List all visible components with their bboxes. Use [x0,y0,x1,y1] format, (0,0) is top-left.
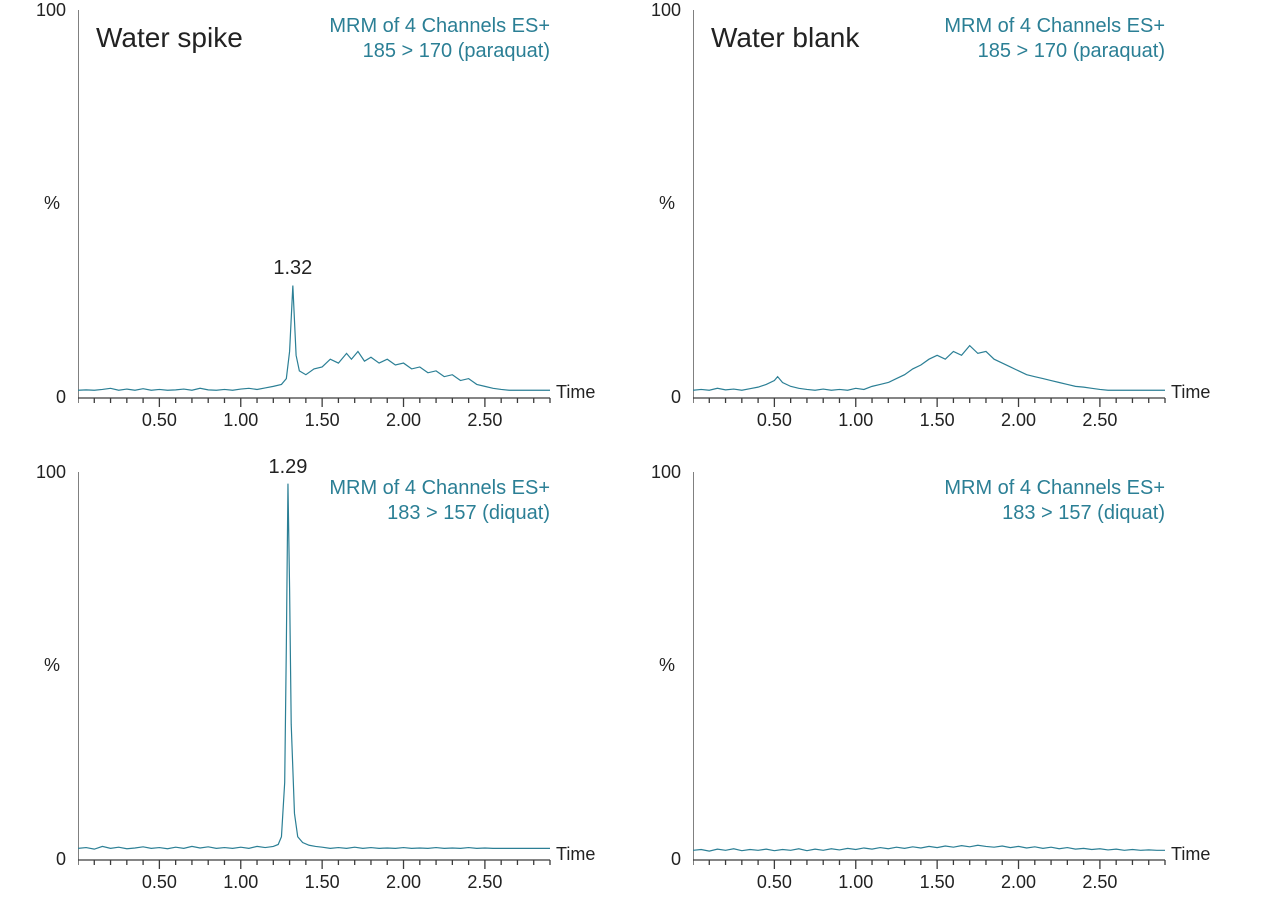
peak-label: 1.32 [273,257,312,280]
x-tick-label: 2.50 [467,410,502,431]
y-axis-percent: % [44,655,60,676]
y-tick-0: 0 [48,387,66,408]
x-tick-label: 2.50 [1082,872,1117,893]
channel-label: MRM of 4 Channels ES+ 183 > 157 (diquat) [693,476,1165,526]
x-tick-label: 1.00 [223,410,258,431]
x-axis-end-label: Time [1171,844,1210,865]
chromatogram-trace [78,285,550,390]
x-tick-label: 0.50 [142,872,177,893]
y-axis-percent: % [659,193,675,214]
panel-bl: 1000%0.501.001.502.002.50TimeMRM of 4 Ch… [78,472,620,900]
x-axis-end-label: Time [556,382,595,403]
y-tick-0: 0 [663,849,681,870]
y-tick-100: 100 [30,0,66,21]
channel-label: MRM of 4 Channels ES+ 183 > 157 (diquat) [78,476,550,526]
plot-svg [78,10,570,418]
channel-label: MRM of 4 Channels ES+ 185 > 170 (paraqua… [78,14,550,64]
x-tick-label: 1.00 [838,410,873,431]
x-tick-label: 1.50 [920,872,955,893]
x-tick-label: 0.50 [757,872,792,893]
y-axis-percent: % [659,655,675,676]
y-axis-percent: % [44,193,60,214]
x-tick-label: 1.00 [838,872,873,893]
x-tick-label: 0.50 [757,410,792,431]
y-tick-100: 100 [30,462,66,483]
x-tick-label: 0.50 [142,410,177,431]
chromatogram-trace [693,845,1165,851]
x-tick-label: 2.50 [1082,410,1117,431]
x-tick-label: 2.00 [1001,410,1036,431]
x-tick-label: 1.00 [223,872,258,893]
peak-label: 1.29 [268,456,307,479]
plot-svg [693,472,1185,880]
channel-label: MRM of 4 Channels ES+ 185 > 170 (paraqua… [693,14,1165,64]
panel-tl: 1000%0.501.001.502.002.50TimeWater spike… [78,10,620,438]
y-tick-0: 0 [663,387,681,408]
chromatogram-trace [78,484,550,850]
x-tick-label: 2.00 [1001,872,1036,893]
x-tick-label: 2.00 [386,410,421,431]
chromatogram-grid: 1000%0.501.001.502.002.50TimeWater spike… [0,0,1265,911]
x-tick-label: 1.50 [920,410,955,431]
panel-tr: 1000%0.501.001.502.002.50TimeWater blank… [693,10,1235,438]
y-tick-100: 100 [645,0,681,21]
x-tick-label: 1.50 [305,410,340,431]
chromatogram-trace [693,346,1165,391]
plot-svg [693,10,1185,418]
x-tick-label: 1.50 [305,872,340,893]
x-axis-end-label: Time [1171,382,1210,403]
plot-svg [78,472,570,880]
x-tick-label: 2.00 [386,872,421,893]
panel-br: 1000%0.501.001.502.002.50TimeMRM of 4 Ch… [693,472,1235,900]
x-tick-label: 2.50 [467,872,502,893]
y-tick-0: 0 [48,849,66,870]
x-axis-end-label: Time [556,844,595,865]
y-tick-100: 100 [645,462,681,483]
